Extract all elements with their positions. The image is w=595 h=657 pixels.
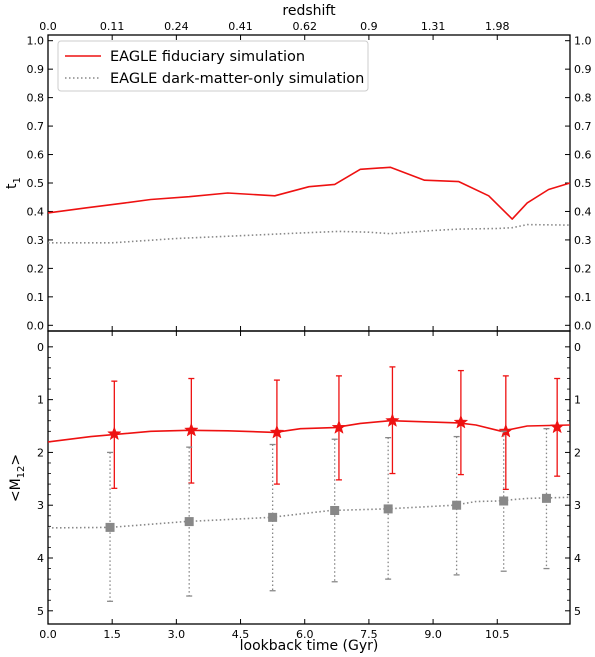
top-tick-label: 1.98 (485, 20, 510, 33)
top-ytick-label-right: 0.2 (574, 262, 592, 275)
top-ytick-label-left: 0.1 (27, 291, 45, 304)
bottom-series-fiduciary-star-marker (107, 426, 122, 441)
legend-label-fiduciary: EAGLE fiduciary simulation (110, 49, 305, 65)
top-panel: 0.0 0.0 0.1 0.1 0.2 0.2 0.3 0.3 0.4 0.4 0.5 0.5 0.6 0… (4, 34, 592, 333)
x-tick-label: 4.5 (232, 628, 250, 641)
top-panel-ticks: 0.0 0.0 0.1 0.1 0.2 0.2 0.3 0.3 0.4 0.4 0.5 0.5 0.6 0… (27, 35, 592, 333)
top-ytick-label-right: 0.8 (574, 92, 592, 105)
x-tick-label: 7.5 (360, 628, 378, 641)
bottom-series-dmo-square-marker (268, 512, 278, 522)
bottom-panel: 0 01 12 23 34 45 5 <M12> (8, 330, 581, 625)
bottom-ytick-label-left: 4 (37, 552, 44, 565)
top-ytick-label-left: 0.8 (27, 92, 45, 105)
top-ytick-label-left: 0.0 (27, 319, 45, 332)
top-ytick-label-left: 0.9 (27, 63, 45, 76)
legend-label-dmo: EAGLE dark-matter-only simulation (110, 71, 364, 87)
top-ytick-label-right: 0.6 (574, 149, 592, 162)
top-ytick-label-right: 0.1 (574, 291, 592, 304)
top-ytick-label-right: 1.0 (574, 35, 592, 48)
x-tick-label: 10.5 (485, 628, 510, 641)
legend: EAGLE fiduciary simulation EAGLE dark-ma… (57, 40, 369, 92)
top-ytick-label-left: 0.6 (27, 149, 45, 162)
top-panel-series (47, 166, 571, 244)
top-ytick-label-right: 0.0 (574, 319, 592, 332)
bottom-panel-frame (47, 330, 571, 625)
bottom-series-dmo-square-marker (184, 517, 194, 527)
top-tick-label: 1.31 (421, 20, 446, 33)
bottom-series-dmo-square-marker (383, 504, 393, 514)
top-ytick-label-left: 0.4 (27, 205, 45, 218)
top-tick-label: 0.0 (39, 20, 57, 33)
top-ytick-label-left: 1.0 (27, 35, 45, 48)
bottom-series-fiduciary-star-marker (269, 424, 285, 439)
bottom-ytick-label-right: 1 (574, 394, 581, 407)
top-tick-label: 0.41 (228, 20, 253, 33)
bottom-series-fiduciary-star-marker (184, 422, 199, 437)
bottom-panel-series (47, 366, 571, 602)
top-ytick-label-left: 0.2 (27, 262, 45, 275)
x-axis-bottom: 0.0 1.5 3.0 4.5 6.0 7.5 9.0 10.5 (39, 628, 509, 641)
top-tick-label: 0.62 (292, 20, 317, 33)
top-tick-label: 0.11 (100, 20, 125, 33)
top-ytick-label-right: 0.9 (574, 63, 592, 76)
bottom-series-fiduciary-star-marker (453, 414, 469, 429)
top-ytick-label-left: 0.3 (27, 234, 45, 247)
top-ytick-label-left: 0.5 (27, 177, 45, 190)
bottom-series-fiduciary-line (47, 419, 571, 443)
bottom-ytick-label-left: 2 (37, 446, 44, 459)
bottom-series-dmo-square-marker (499, 496, 509, 506)
top-series-fiduciary-line (47, 166, 571, 220)
bottom-series-dmo-square-marker (541, 493, 551, 503)
x-tick-label: 6.0 (296, 628, 314, 641)
top-axis-label: redshift (282, 3, 336, 19)
top-ytick-label-right: 0.5 (574, 177, 592, 190)
bottom-ytick-label-right: 0 (574, 341, 581, 354)
bottom-panel-y-axis-label-subscript: 12 (16, 466, 27, 479)
x-tick-label: 3.0 (168, 628, 186, 641)
top-panel-y-axis-label: t1 (4, 177, 23, 189)
legend-box (57, 40, 369, 92)
bottom-series-fiduciary-star-marker (385, 412, 400, 428)
bottom-ytick-label-right: 5 (574, 605, 581, 618)
bottom-ytick-label-right: 4 (574, 552, 581, 565)
top-tick-label: 0.9 (360, 20, 378, 33)
x-tick-label: 1.5 (103, 628, 121, 641)
bottom-ytick-label-left: 1 (37, 394, 44, 407)
bottom-ytick-label-left: 3 (37, 499, 44, 512)
x-tick-label: 9.0 (424, 628, 442, 641)
bottom-series-dmo-square-marker (452, 500, 462, 510)
top-tick-label: 0.24 (164, 20, 189, 33)
bottom-series-dmo-square-marker (330, 505, 340, 515)
bottom-ytick-label-right: 3 (574, 499, 581, 512)
bottom-panel-ticks: 0 0 1 1 2 2 3 3 4 4 5 5 (37, 331, 581, 624)
top-panel-y-axis-label-subscript: 1 (12, 177, 23, 183)
bottom-ytick-label-left: 0 (37, 341, 44, 354)
top-ytick-label-left: 0.7 (27, 120, 45, 133)
bottom-series-fiduciary-star-marker (549, 419, 565, 434)
bottom-series-dmo-square-marker (105, 522, 115, 532)
bottom-series-fiduciary-star-marker (331, 419, 347, 434)
x-axis-label: lookback time (Gyr) (240, 638, 379, 654)
bottom-series-fiduciary-star-marker (498, 423, 514, 438)
top-ytick-label-right: 0.3 (574, 234, 592, 247)
top-ytick-label-right: 0.4 (574, 205, 592, 218)
x-tick-label: 0.0 (39, 628, 57, 641)
top-ytick-label-right: 0.7 (574, 120, 592, 133)
x-axis-top-redshift: 0.0 0.11 0.24 0.41 0.62 0.9 1.31 1.98 (39, 20, 509, 33)
bottom-ytick-label-right: 2 (574, 446, 581, 459)
bottom-panel-y-axis-label-close: > (8, 454, 24, 466)
bottom-panel-y-axis-label: <M12> (8, 454, 27, 502)
bottom-ytick-label-left: 5 (37, 605, 44, 618)
